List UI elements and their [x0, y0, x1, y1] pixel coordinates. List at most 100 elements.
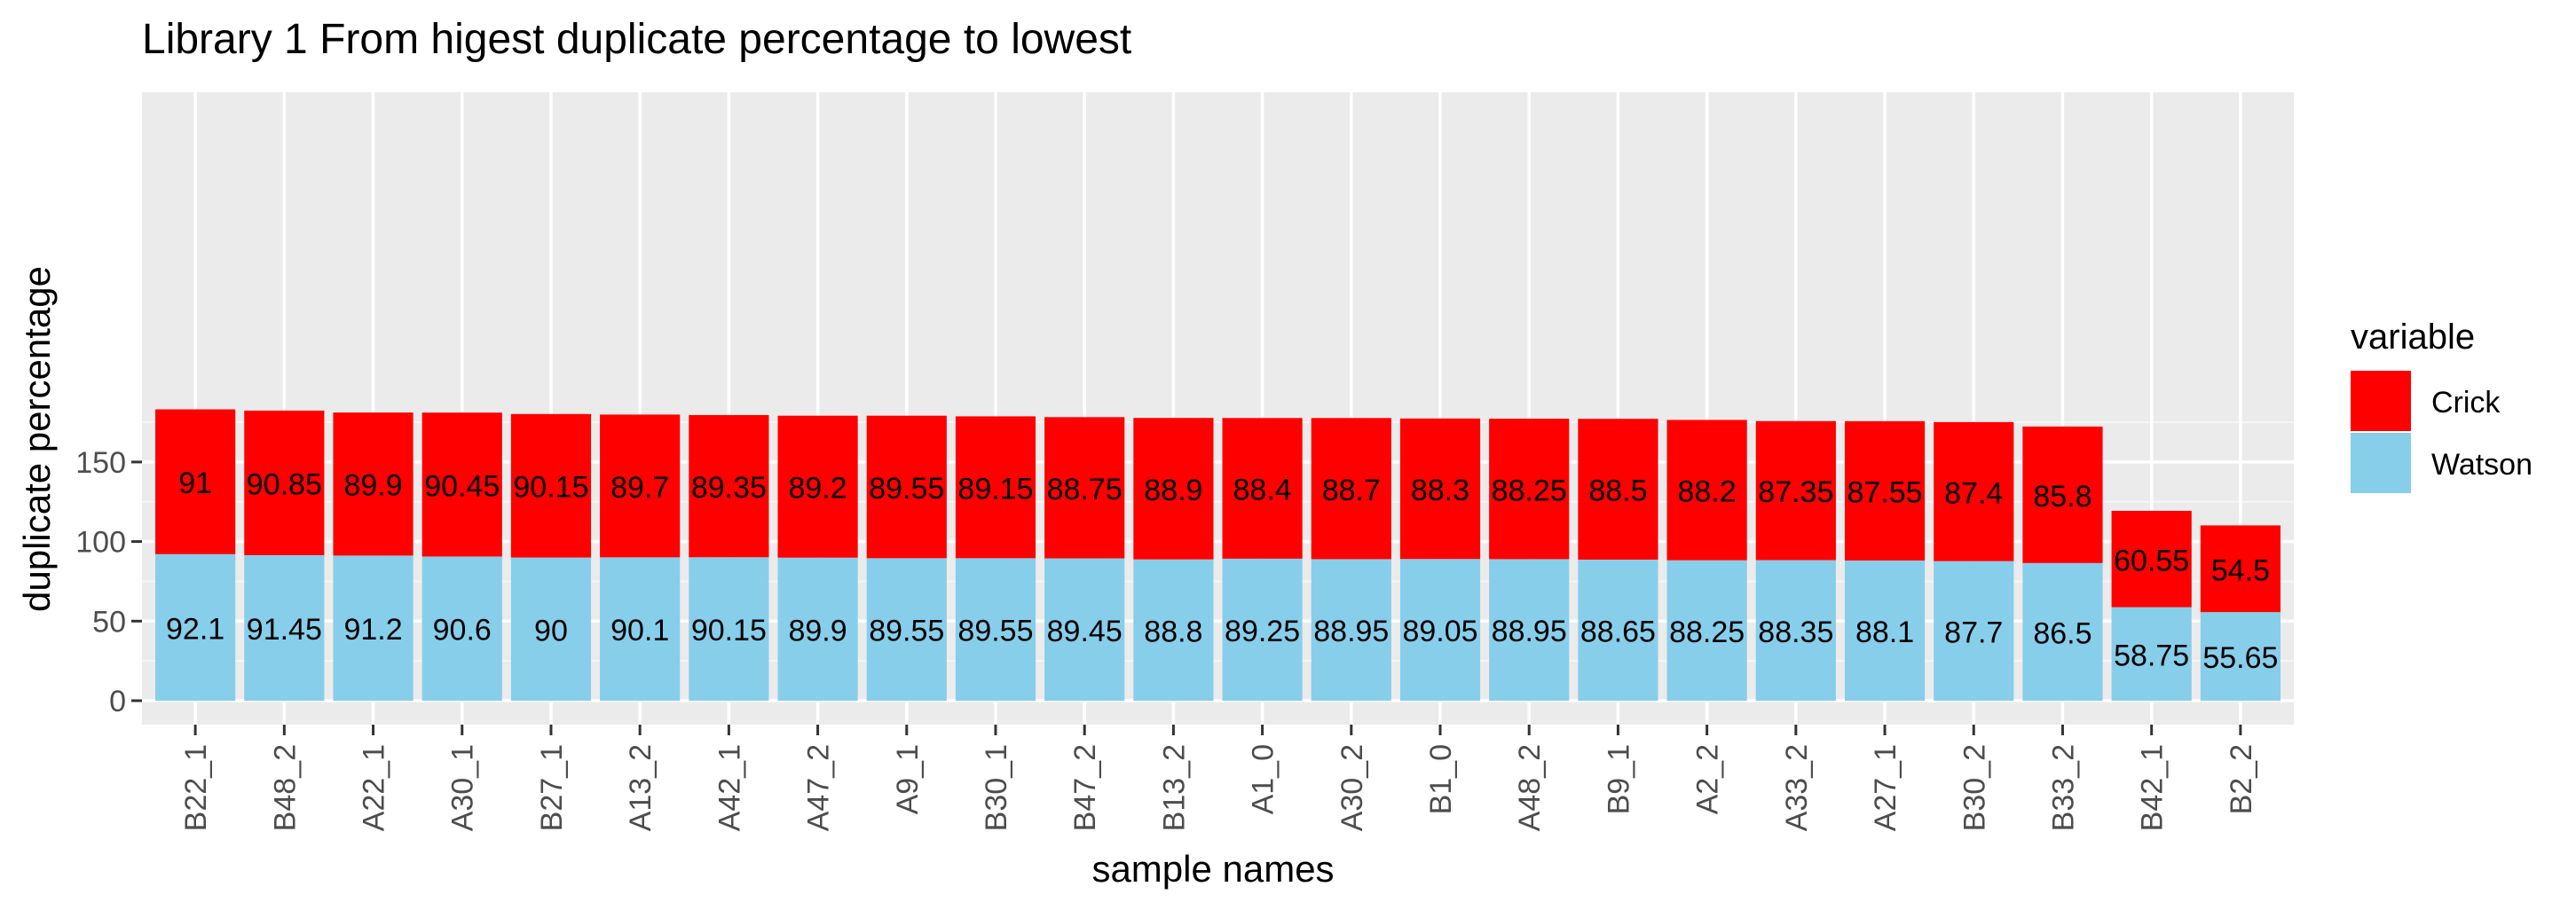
bar-crick	[1755, 420, 1836, 561]
bar-watson	[1755, 560, 1836, 701]
bar-group-A22_1: 91.2 89.9	[333, 412, 414, 701]
data-label-watson: 92.1	[166, 612, 225, 646]
bar-crick	[689, 414, 769, 558]
x-tick-label: A42_1	[713, 744, 746, 831]
bar-watson	[1489, 559, 1570, 701]
data-label-crick: 89.55	[869, 472, 944, 506]
data-label-watson: 89.55	[957, 615, 1033, 648]
chart-title: Library 1 From higest duplicate percenta…	[142, 16, 1131, 63]
data-label-crick: 89.2	[788, 472, 847, 506]
data-label-watson: 90	[534, 614, 568, 647]
legend: variable Crick Watson	[2351, 318, 2533, 493]
bar-group-A30_1: 90.6 90.45	[421, 412, 502, 701]
x-tick-label: A2_2	[1691, 744, 1725, 814]
bar-group-A30_2: 88.95 88.7	[1311, 418, 1391, 701]
x-tick-label: A1_0	[1247, 744, 1280, 814]
data-label-watson: 58.75	[2114, 639, 2189, 672]
bar-crick	[866, 415, 947, 559]
bar-watson	[777, 557, 858, 701]
legend-item-crick: Crick	[2351, 371, 2501, 431]
x-tick-label: B27_1	[535, 744, 569, 831]
bar-group-B1_0: 89.05 88.3	[1399, 418, 1481, 701]
bar-group-B27_1: 90 90.15	[510, 413, 592, 701]
bar-group-B30_1: 89.55 89.15	[955, 416, 1036, 701]
x-tick-label: B30_1	[980, 744, 1013, 831]
bar-watson	[1311, 559, 1391, 701]
x-tick-label: B47_2	[1068, 744, 1102, 831]
bar-crick	[1489, 419, 1570, 560]
bar-group-B2_2: 55.65 54.5	[2200, 525, 2281, 701]
bar-crick	[2022, 426, 2103, 563]
bar-group-A13_2: 90.1 89.7	[600, 414, 681, 701]
data-label-crick: 90.85	[247, 467, 322, 501]
data-label-crick: 87.35	[1758, 475, 1833, 509]
bar-watson	[1222, 558, 1303, 701]
x-tick-label: B48_2	[268, 744, 302, 831]
bar-crick	[1578, 419, 1658, 560]
x-tick-label: B1_0	[1424, 744, 1458, 814]
data-label-watson: 88.1	[1855, 616, 1914, 649]
bar-group-A1_0: 89.25 88.4	[1222, 418, 1303, 701]
bar-group-A47_2: 89.9 89.2	[777, 415, 858, 701]
x-axis-label: sample names	[1091, 848, 1334, 890]
bar-crick	[1311, 418, 1391, 560]
bar-watson	[689, 557, 769, 701]
x-tick-label: B33_2	[2046, 744, 2080, 831]
bar-crick	[1934, 421, 2014, 561]
bar-watson	[2111, 607, 2192, 701]
legend-title: variable	[2351, 318, 2475, 357]
data-label-watson: 88.8	[1144, 615, 1202, 648]
bars-layer: 92.19191.4590.8591.289.990.690.459090.15…	[155, 409, 2281, 701]
bar-crick	[421, 412, 502, 557]
bar-group-B22_1: 92.1 91	[155, 409, 236, 701]
data-label-watson: 89.25	[1225, 615, 1300, 648]
bar-watson	[1133, 559, 1214, 701]
bar-watson	[1044, 558, 1125, 701]
bar-crick	[1844, 420, 1926, 561]
data-label-watson: 90.15	[691, 614, 767, 647]
data-label-watson: 90.6	[433, 614, 492, 647]
bar-group-A42_1: 90.15 89.35	[689, 414, 769, 701]
data-label-crick: 87.55	[1847, 475, 1923, 509]
data-label-crick: 90.45	[424, 469, 500, 503]
bar-watson	[2022, 562, 2103, 701]
bar-watson	[333, 555, 414, 701]
bar-group-B47_2: 89.45 88.75	[1044, 417, 1125, 701]
data-label-crick: 88.3	[1411, 474, 1469, 507]
bar-crick	[333, 412, 414, 556]
bar-watson	[510, 557, 592, 701]
data-label-watson: 91.2	[343, 613, 402, 647]
bar-watson	[600, 557, 681, 701]
legend-item-watson: Watson	[2351, 433, 2533, 493]
bar-crick	[510, 413, 592, 558]
x-axis: B22_1 B48_2 A22_1 A30_1 B27_1 A13_2 A42_1 A47_2…	[179, 725, 2258, 831]
data-label-watson: 88.35	[1758, 616, 1833, 649]
x-tick-label: A47_2	[802, 744, 836, 831]
bar-watson	[1578, 559, 1658, 701]
x-tick-label: B22_1	[179, 744, 213, 831]
bar-crick	[777, 415, 858, 558]
bar-group-B42_1: 58.75 60.55	[2111, 510, 2192, 701]
x-tick-label: A22_1	[358, 744, 391, 831]
x-tick-label: A30_2	[1335, 744, 1369, 831]
data-label-watson: 88.95	[1492, 615, 1567, 648]
bar-crick	[1399, 418, 1481, 560]
data-label-watson: 89.9	[788, 614, 847, 647]
bar-crick	[2200, 525, 2281, 613]
legend-swatch	[2351, 371, 2411, 431]
data-label-crick: 87.4	[1944, 476, 2003, 510]
legend-label: Crick	[2431, 386, 2501, 420]
data-label-crick: 88.25	[1492, 474, 1567, 507]
data-label-crick: 89.15	[957, 472, 1033, 506]
x-tick-label: A27_1	[1869, 744, 1902, 831]
bar-watson	[955, 558, 1036, 701]
x-tick-label: A9_1	[891, 744, 925, 814]
data-label-watson: 55.65	[2202, 641, 2278, 675]
bar-crick	[955, 416, 1036, 559]
bar-group-B13_2: 88.8 88.9	[1133, 418, 1214, 701]
bar-crick	[2111, 510, 2192, 608]
bar-group-B30_2: 87.7 87.4	[1934, 421, 2014, 701]
data-label-crick: 54.5	[2211, 553, 2270, 587]
